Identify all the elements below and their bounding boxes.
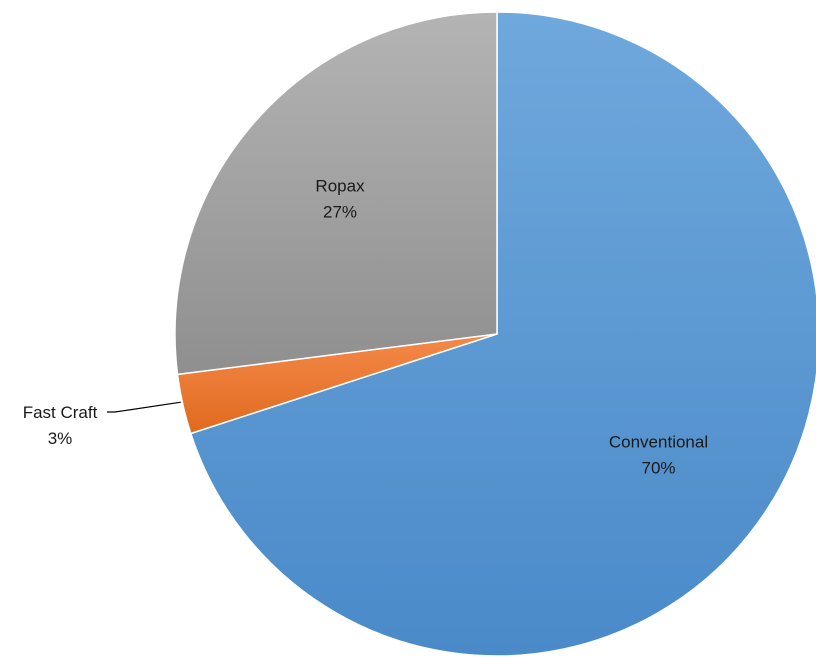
pie-slice-conventional (189, 11, 816, 657)
data-label-value-ropax: 27% (323, 203, 357, 222)
data-label-ropax: Ropax 27% (315, 177, 365, 222)
pie-slices (174, 11, 816, 657)
data-label-value-conventional: 70% (641, 458, 675, 477)
data-label-name-conventional: Conventional (609, 432, 708, 451)
data-label-fast-craft: Fast Craft 3% (23, 403, 98, 448)
data-label-value-fast-craft: 3% (48, 429, 73, 448)
leader-line-fast-craft (107, 401, 181, 413)
pie-data-labels: Conventional 70% Fast Craft 3% Ropax 27% (23, 177, 708, 478)
data-label-name-ropax: Ropax (315, 177, 365, 196)
data-label-name-fast-craft: Fast Craft (23, 403, 98, 422)
pie-slice-ropax (174, 11, 498, 376)
data-label-conventional: Conventional 70% (609, 432, 708, 477)
